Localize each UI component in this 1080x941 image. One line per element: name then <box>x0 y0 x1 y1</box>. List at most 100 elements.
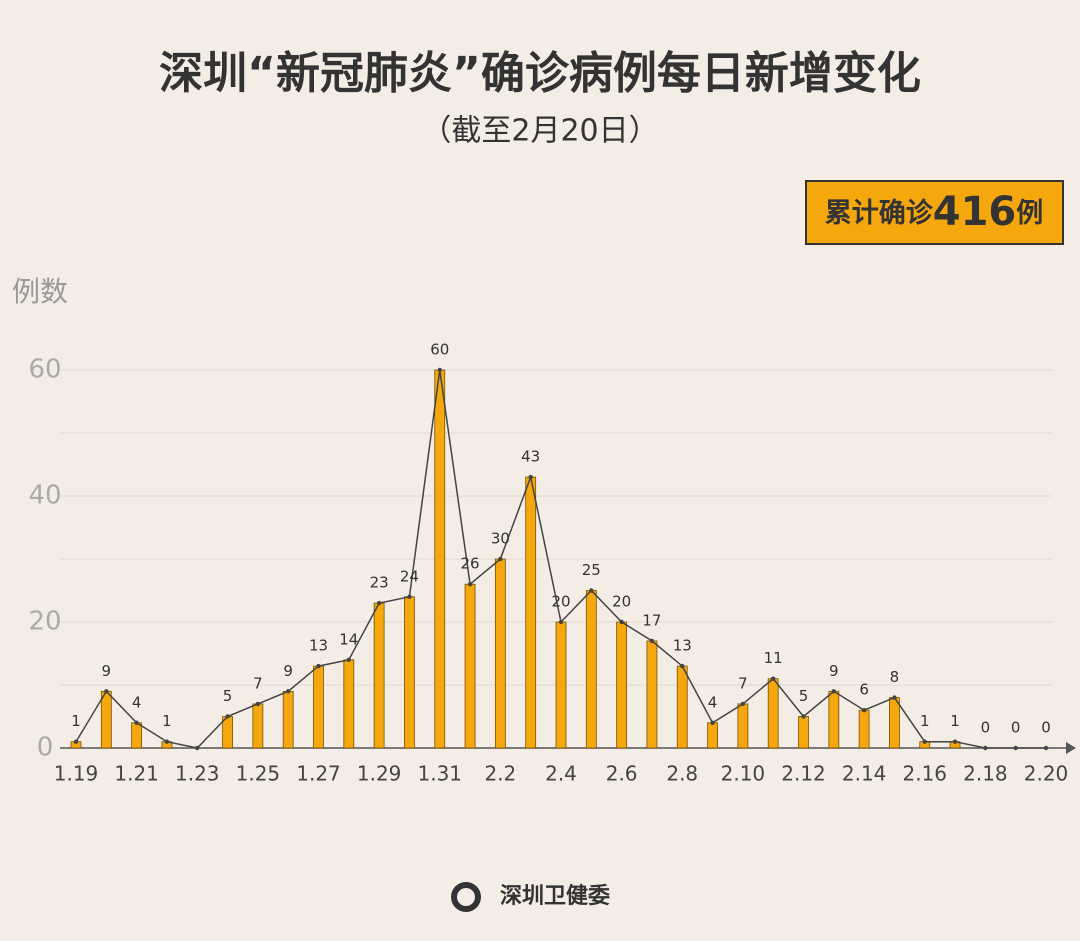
y-tick-label: 40 <box>28 481 61 511</box>
bar <box>555 621 567 749</box>
x-axis-arrow <box>1066 742 1076 754</box>
x-tick-label: 2.2 <box>484 762 516 786</box>
bar <box>100 690 112 749</box>
value-label: 60 <box>430 341 449 359</box>
value-label: 9 <box>102 662 112 680</box>
x-tick-label: 2.12 <box>781 762 826 786</box>
value-label: 0 <box>981 719 991 737</box>
point <box>952 739 958 744</box>
value-label: 1 <box>71 712 81 730</box>
bar <box>131 722 143 749</box>
y-tick-label: 20 <box>28 607 61 637</box>
bar <box>313 665 324 749</box>
value-label: 25 <box>582 561 601 579</box>
value-label: 9 <box>283 662 293 680</box>
value-label: 20 <box>551 593 570 611</box>
point <box>225 714 230 719</box>
bar <box>798 716 809 749</box>
bar <box>858 709 870 749</box>
value-label: 5 <box>799 687 809 705</box>
bar <box>646 640 658 749</box>
bar <box>676 665 688 749</box>
point <box>619 619 624 625</box>
point <box>770 676 776 681</box>
point <box>1043 745 1049 751</box>
value-label: 24 <box>400 567 419 585</box>
point <box>892 695 897 700</box>
point <box>831 689 837 694</box>
x-tick-label: 1.25 <box>236 762 281 786</box>
point <box>376 600 382 606</box>
bar <box>494 558 506 749</box>
bar <box>373 602 385 749</box>
x-tick-label: 2.8 <box>666 762 698 786</box>
bar <box>889 697 900 749</box>
point <box>680 663 685 669</box>
point <box>1013 745 1018 751</box>
value-label: 17 <box>642 611 661 629</box>
x-tick-label: 2.18 <box>963 762 1008 786</box>
point <box>407 594 412 599</box>
value-label: 5 <box>223 687 233 705</box>
logo-inner <box>457 888 475 906</box>
value-label: 13 <box>673 637 692 655</box>
point <box>801 714 806 719</box>
value-label: 7 <box>253 674 263 692</box>
point <box>437 367 442 373</box>
bar <box>434 369 446 749</box>
point <box>104 689 109 694</box>
value-label: 13 <box>309 637 328 655</box>
total-prefix: 累计确诊 <box>825 197 934 229</box>
bar <box>343 659 355 749</box>
total-box <box>805 180 1064 245</box>
point <box>528 474 533 480</box>
point <box>649 638 655 644</box>
point <box>255 701 261 707</box>
value-label: 0 <box>1041 719 1051 737</box>
point <box>164 739 170 744</box>
x-tick-label: 1.23 <box>175 762 220 786</box>
bar <box>707 722 718 749</box>
source: 深圳卫健委 <box>500 883 610 909</box>
x-tick-label: 2.20 <box>1024 762 1069 786</box>
point <box>498 556 503 562</box>
value-label: 14 <box>339 630 358 648</box>
x-tick-label: 2.14 <box>842 762 887 786</box>
bar <box>282 690 294 749</box>
bar <box>464 583 476 749</box>
x-tick-label: 2.4 <box>545 762 577 786</box>
bar <box>828 690 840 749</box>
point <box>316 663 321 669</box>
total-text: 累计确诊416例 <box>825 189 1044 235</box>
bar <box>737 703 749 749</box>
value-label: 6 <box>859 681 869 699</box>
value-label: 23 <box>370 574 389 592</box>
point <box>589 588 594 593</box>
x-tick-label: 1.31 <box>417 762 462 786</box>
value-label: 26 <box>461 555 480 573</box>
y-tick-label: 60 <box>28 355 61 385</box>
value-label: 1 <box>920 712 930 730</box>
x-tick-label: 2.6 <box>606 762 638 786</box>
value-label: 20 <box>612 593 631 611</box>
value-label: 0 <box>1011 719 1021 737</box>
value-label: 4 <box>708 693 718 711</box>
x-tick-label: 1.27 <box>296 762 341 786</box>
point <box>861 708 867 713</box>
bar <box>252 703 264 749</box>
value-label: 1 <box>162 712 172 730</box>
point <box>285 689 291 694</box>
value-label: 30 <box>491 530 510 548</box>
point <box>467 582 473 587</box>
point <box>983 745 988 751</box>
value-label: 11 <box>764 649 783 667</box>
point <box>73 739 79 744</box>
bar <box>616 621 628 749</box>
point <box>195 745 200 751</box>
x-tick-label: 1.29 <box>357 762 402 786</box>
y-axis-label: 例数 <box>12 275 68 308</box>
bar <box>585 590 597 749</box>
